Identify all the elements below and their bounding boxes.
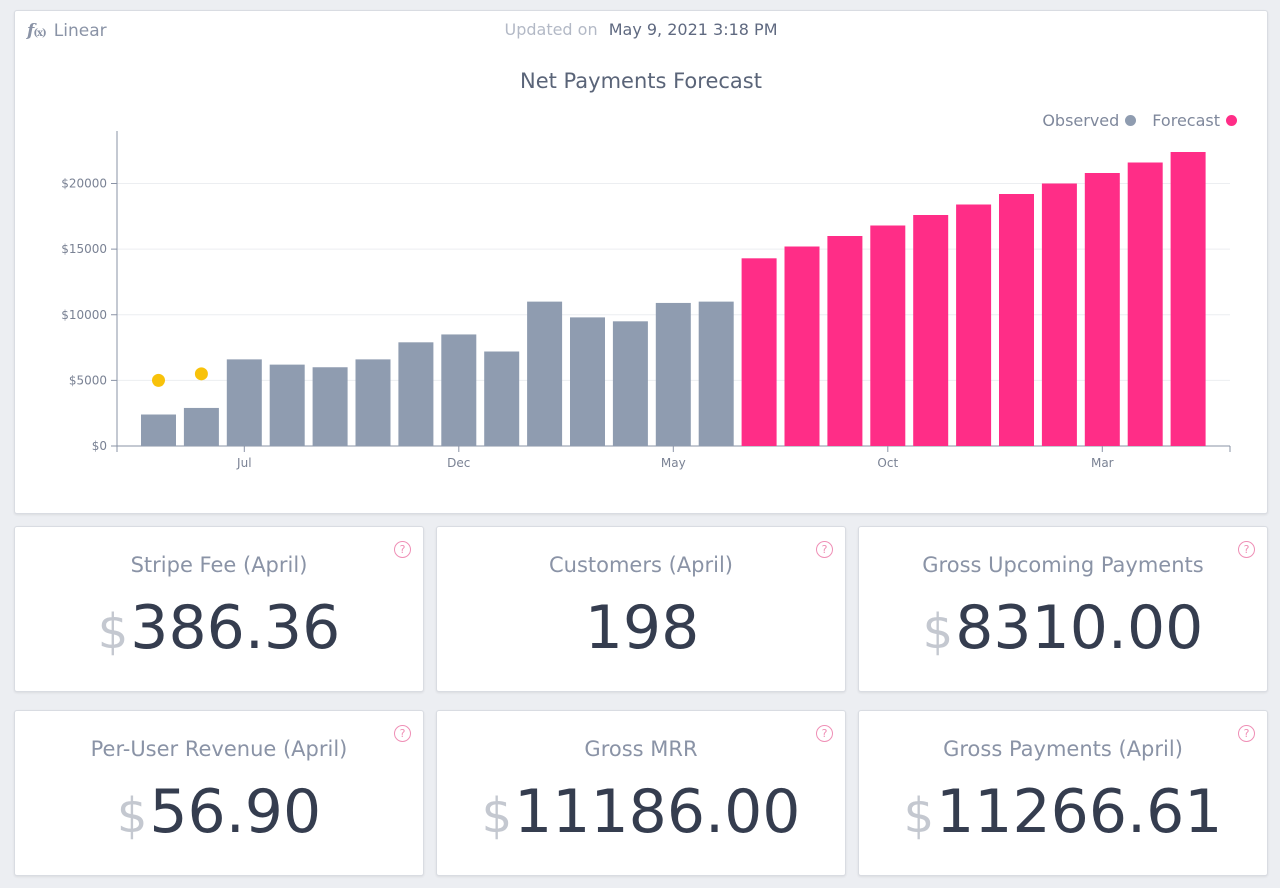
y-tick-label: $0 — [92, 439, 107, 453]
chart-legend: Observed Forecast — [1042, 111, 1237, 130]
bar-forecast — [956, 204, 992, 446]
currency-symbol: $ — [97, 604, 129, 660]
stat-title: Gross Upcoming Payments — [922, 553, 1204, 577]
bar-forecast — [784, 246, 820, 446]
bar-forecast — [827, 236, 863, 446]
legend-item-observed[interactable]: Observed — [1042, 111, 1137, 130]
help-icon[interactable]: ? — [816, 725, 833, 742]
stat-card-per-user-revenue: ? Per-User Revenue (April) $56.90 — [14, 710, 424, 876]
stat-value: $386.36 — [15, 593, 423, 663]
bar-forecast — [870, 225, 906, 446]
currency-symbol: $ — [903, 788, 935, 844]
x-tick-label: Mar — [1091, 456, 1114, 470]
stat-card-gross-upcoming-payments: ? Gross Upcoming Payments $8310.00 — [858, 526, 1268, 692]
bar-forecast — [913, 215, 949, 446]
stat-number: 11186.00 — [514, 777, 801, 847]
bar-observed — [698, 301, 734, 446]
updated-label: Updated on — [504, 20, 598, 39]
bar-observed — [398, 342, 434, 446]
bar-forecast — [999, 194, 1034, 446]
bar-forecast — [1170, 152, 1206, 446]
bar-observed — [484, 351, 520, 446]
stat-card-stripe-fee: ? Stripe Fee (April) $386.36 — [14, 526, 424, 692]
stat-title: Customers (April) — [548, 553, 733, 577]
help-icon[interactable]: ? — [1238, 725, 1255, 742]
y-tick-label: $15000 — [61, 242, 107, 256]
bar-forecast — [1041, 183, 1077, 446]
stat-title: Gross MRR — [584, 737, 698, 761]
stat-value: $11266.61 — [859, 777, 1267, 847]
bar-forecast — [741, 258, 777, 446]
stat-card-gross-mrr: ? Gross MRR $11186.00 — [436, 710, 846, 876]
x-tick-label: Oct — [877, 456, 898, 470]
bar-observed — [527, 301, 563, 446]
updated-value: May 9, 2021 3:18 PM — [608, 20, 778, 39]
stat-card-gross-payments: ? Gross Payments (April) $11266.61 — [858, 710, 1268, 876]
stat-value: $11186.00 — [437, 777, 845, 847]
help-icon[interactable]: ? — [816, 541, 833, 558]
legend-dot-forecast — [1226, 115, 1237, 126]
bar-forecast — [1084, 173, 1120, 446]
y-tick-label: $10000 — [61, 308, 107, 322]
bar-observed — [226, 359, 262, 446]
bar-observed — [269, 364, 305, 446]
stat-number: 56.90 — [149, 777, 322, 847]
forecast-method[interactable]: f(x) Linear — [27, 21, 107, 41]
stat-number: 198 — [584, 593, 700, 663]
x-tick-label: Jul — [236, 456, 251, 470]
help-icon[interactable]: ? — [394, 541, 411, 558]
marker-point — [194, 367, 208, 381]
currency-symbol: $ — [116, 788, 148, 844]
stat-value: $56.90 — [15, 777, 423, 847]
legend-dot-observed — [1125, 115, 1137, 126]
help-icon[interactable]: ? — [394, 725, 411, 742]
stat-card-customers: ? Customers (April) 198 — [436, 526, 846, 692]
y-tick-label: $20000 — [61, 177, 107, 191]
stat-title: Per-User Revenue (April) — [90, 737, 348, 761]
bar-observed — [612, 321, 648, 446]
bar-observed — [355, 359, 391, 446]
fx-icon: f(x) — [27, 21, 47, 41]
chart-title: Net Payments Forecast — [520, 69, 762, 93]
stat-title: Gross Payments (April) — [943, 737, 1183, 761]
bar-observed — [441, 334, 477, 446]
legend-item-forecast[interactable]: Forecast — [1152, 111, 1237, 130]
bar-observed — [570, 317, 605, 446]
marker-point — [152, 373, 165, 387]
currency-symbol: $ — [481, 788, 513, 844]
stat-number: 11266.61 — [936, 777, 1223, 847]
legend-label-observed: Observed — [1042, 111, 1120, 130]
help-icon[interactable]: ? — [1238, 541, 1255, 558]
stat-number: 8310.00 — [955, 593, 1204, 663]
bar-chart: $0 $5000 $10000 $15000 $20000 Jul Dec May Oct Mar — [61, 131, 1231, 470]
stat-number: 386.36 — [130, 593, 341, 663]
bar-observed — [183, 407, 219, 446]
stat-title: Stripe Fee (April) — [130, 553, 308, 577]
net-payments-forecast-card: f(x) Linear Updated on May 9, 2021 3:18 … — [14, 10, 1268, 514]
currency-symbol: $ — [922, 604, 954, 660]
y-tick-label: $5000 — [69, 373, 107, 387]
stat-value: $8310.00 — [859, 593, 1267, 663]
bar-forecast — [1127, 162, 1163, 446]
legend-label-forecast: Forecast — [1152, 111, 1220, 130]
x-tick-label: May — [661, 456, 686, 470]
bar-observed — [312, 367, 348, 446]
bar-observed — [141, 414, 176, 446]
stat-value: 198 — [437, 593, 845, 663]
x-tick-label: Dec — [447, 456, 470, 470]
forecast-method-label: Linear — [53, 21, 107, 41]
updated-timestamp: Updated on May 9, 2021 3:18 PM — [15, 20, 1267, 39]
bar-observed — [655, 302, 691, 446]
